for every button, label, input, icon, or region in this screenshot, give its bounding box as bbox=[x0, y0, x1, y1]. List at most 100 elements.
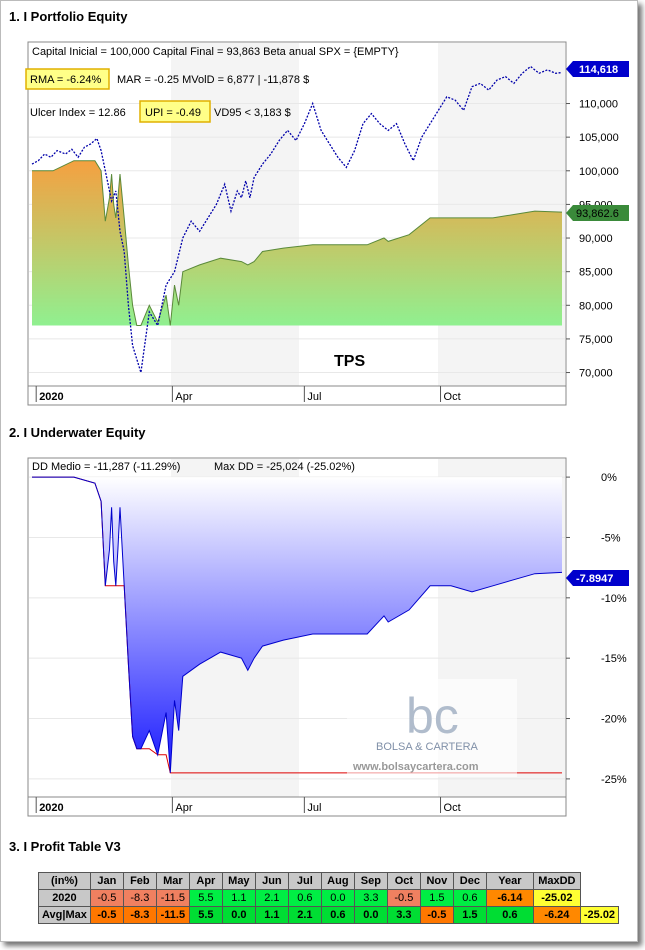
profit-table-cell: 3.3 bbox=[386, 906, 421, 924]
area-last-value-tag bbox=[566, 205, 629, 221]
profit-table-cell: 5.5 bbox=[188, 906, 223, 924]
equity-dotted-line bbox=[31, 65, 563, 373]
watermark-logo: bc bbox=[406, 688, 459, 744]
profit-table-cell: 1.5 bbox=[419, 889, 454, 907]
profit-table-header: (in%) Jan Feb Mar Apr May Jun Jul Aug Sep Oct Nov De… bbox=[38, 872, 619, 890]
profit-table-cell: -0.5 bbox=[419, 906, 454, 924]
profit-table-cell: -25.02 bbox=[579, 906, 620, 924]
max-dd-stat: Max DD = -25,024 (-25.02%) bbox=[214, 461, 355, 473]
equity-ytick-label: 100,000 bbox=[579, 166, 619, 178]
profit-table-cell: 0.0 bbox=[221, 906, 256, 924]
watermark-brand: BOLSA & CARTERA bbox=[376, 741, 479, 753]
profit-table-cell: -6.24 bbox=[532, 906, 581, 924]
profit-section-title: 3. I Profit Table V3 bbox=[9, 839, 121, 854]
watermark-box bbox=[347, 679, 517, 777]
profit-table-cell: 5.5 bbox=[188, 889, 223, 907]
drawdown-red-line bbox=[32, 476, 562, 774]
profit-table-col-header: Nov bbox=[419, 872, 454, 890]
underwater-ytick-label: -5% bbox=[601, 532, 621, 544]
underwater-xtick-label: 2020 bbox=[39, 802, 63, 814]
profit-table-col-header: May bbox=[221, 872, 256, 890]
profit-table-cell: -11.5 bbox=[155, 889, 190, 907]
equity-last-value-tag bbox=[566, 61, 629, 77]
equity-xtick-label: Jul bbox=[307, 391, 321, 403]
underwater-band-q4 bbox=[438, 459, 565, 797]
equity-ytick-label: 80,000 bbox=[579, 300, 613, 312]
profit-table-col-header: (in%) bbox=[38, 872, 91, 890]
underwater-xtick-label: Jul bbox=[307, 802, 321, 814]
profit-table-cell: -0.5 bbox=[89, 906, 124, 924]
profit-table-col-header: Jul bbox=[287, 872, 322, 890]
rma-stat: RMA = -6.24% bbox=[30, 74, 101, 86]
ulcer-index-stat: Ulcer Index = 12.86 bbox=[30, 107, 126, 119]
profit-table-cell: 1.1 bbox=[254, 906, 289, 924]
profit-table-col-header: Jan bbox=[89, 872, 124, 890]
dd-medio-stat: DD Medio = -11,287 (-11.29%) bbox=[32, 461, 180, 473]
equity-ytick-label: 85,000 bbox=[579, 267, 613, 279]
equity-section-title: 1. I Portfolio Equity bbox=[9, 9, 128, 24]
underwater-xtick-label: Apr bbox=[175, 802, 192, 814]
underwater-plot-border bbox=[27, 457, 567, 817]
watermark-url: www.bolsaycartera.com bbox=[352, 761, 479, 773]
profit-table-cell: 0.6 bbox=[287, 889, 322, 907]
equity-xtick-label: Oct bbox=[444, 391, 461, 403]
underwater-last-value-tag bbox=[566, 570, 629, 586]
underwater-last-value: -7.8947 bbox=[576, 573, 613, 585]
profit-table-cell: -0.5 bbox=[89, 889, 124, 907]
equity-xtick-label: 2020 bbox=[39, 391, 63, 403]
equity-band-q2 bbox=[171, 43, 299, 386]
underwater-line bbox=[32, 476, 563, 773]
area-last-value: 93,862.6 bbox=[576, 208, 619, 220]
profit-table-col-header: Sep bbox=[353, 872, 388, 890]
profit-table-row-label: 2020 bbox=[38, 889, 91, 907]
rma-highlight bbox=[25, 68, 110, 90]
profit-table-cell: 3.3 bbox=[353, 889, 388, 907]
equity-ytick-label: 75,000 bbox=[579, 334, 613, 346]
equity-area-top-line bbox=[32, 160, 563, 326]
profit-table-col-header: Year bbox=[485, 872, 534, 890]
profit-table-cell: -25.02 bbox=[532, 889, 581, 907]
profit-table-col-header: Apr bbox=[188, 872, 223, 890]
underwater-filled-area bbox=[32, 477, 562, 773]
profit-table-cell: 0.0 bbox=[353, 906, 388, 924]
profit-table-row-label: Avg|Max bbox=[38, 906, 91, 924]
profit-table-cell: -8.3 bbox=[122, 889, 157, 907]
profit-table-cell: 0.6 bbox=[485, 906, 534, 924]
equity-filled-area bbox=[32, 160, 562, 326]
profit-table-cell: 0.0 bbox=[320, 889, 355, 907]
equity-last-value: 114,618 bbox=[579, 64, 618, 76]
profit-table-col-header: Oct bbox=[386, 872, 421, 890]
profit-table-cell: -0.5 bbox=[386, 889, 421, 907]
equity-ytick-label: 90,000 bbox=[579, 233, 613, 245]
underwater-ytick-label: 0% bbox=[601, 472, 617, 484]
profit-table-row: 2020 -0.5 -8.3 -11.5 5.5 1.1 2.1 0.6 0.0 3.3 -0.5 1… bbox=[38, 889, 619, 907]
underwater-xtick-label: Oct bbox=[444, 802, 461, 814]
equity-ytick-label: 70,000 bbox=[579, 368, 613, 380]
equity-ytick-label: 105,000 bbox=[579, 132, 619, 144]
underwater-ytick-label: -10% bbox=[601, 593, 627, 605]
profit-table-cell: -8.3 bbox=[122, 906, 157, 924]
profit-table-col-header: Dec bbox=[452, 872, 487, 890]
profit-table-cell: 1.5 bbox=[452, 906, 487, 924]
profit-table: (in%) Jan Feb Mar Apr May Jun Jul Aug Sep Oct Nov De… bbox=[38, 872, 620, 924]
underwater-section-title: 2. I Underwater Equity bbox=[9, 425, 146, 440]
profit-table-cell: 1.1 bbox=[221, 889, 256, 907]
equity-xtick-label: Apr bbox=[175, 391, 192, 403]
profit-table-cell: -11.5 bbox=[155, 906, 190, 924]
profit-table-cell: 2.1 bbox=[254, 889, 289, 907]
profit-table-col-header: Mar bbox=[155, 872, 190, 890]
underwater-ytick-label: -20% bbox=[601, 714, 627, 726]
profit-table-col-header: Feb bbox=[122, 872, 157, 890]
tps-watermark: TPS bbox=[334, 353, 365, 370]
equity-chart: TPS Capital Inicial = 100,000 Capital Fi… bbox=[25, 41, 629, 406]
upi-highlight bbox=[139, 100, 211, 123]
vd95-stat: VD95 < 3,183 $ bbox=[214, 107, 291, 119]
profit-table-col-header: Aug bbox=[320, 872, 355, 890]
underwater-band-q2 bbox=[171, 459, 299, 797]
profit-table-row: Avg|Max -0.5 -8.3 -11.5 5.5 0.0 1.1 2.1 0.6 0.0 3.… bbox=[38, 906, 620, 924]
underwater-ytick-label: -25% bbox=[601, 774, 627, 786]
profit-table-cell: -6.14 bbox=[485, 889, 534, 907]
profit-table-cell: 0.6 bbox=[452, 889, 487, 907]
mar-mvold-stat: MAR = -0.25 MVolD = 6,877 | -11,878 $ bbox=[117, 74, 309, 86]
